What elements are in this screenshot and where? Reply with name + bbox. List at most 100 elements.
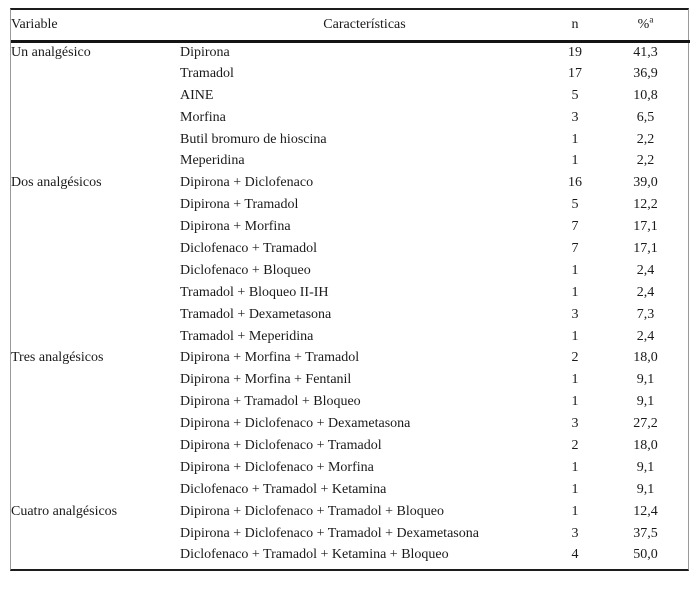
characteristic-cell: Dipirona + Tramadol + Bloqueo (180, 394, 361, 410)
table-row: Dipirona + Diclofenaco + Morfina 1 9,1 (11, 457, 690, 479)
header-pct-footnote-marker: a (649, 14, 654, 25)
table-row: Butil bromuro de hioscina 1 2,2 (11, 129, 690, 151)
variable-cell: Dos analgésicos (11, 175, 102, 191)
characteristic-cell: Dipirona + Morfina + Tramadol (180, 350, 360, 366)
characteristic-cell: Butil bromuro de hioscina (180, 131, 327, 147)
table-row: Dipirona + Morfina + Fentanil 1 9,1 (11, 369, 690, 391)
pct-cell: 2,4 (636, 262, 655, 278)
pct-cell: 18,0 (633, 437, 658, 453)
n-cell: 3 (571, 525, 579, 541)
pct-cell: 2,2 (636, 131, 655, 147)
table-row: Diclofenaco + Bloqueo 1 2,4 (11, 260, 690, 282)
table-row: Tramadol + Meperidina 1 2,4 (11, 326, 690, 348)
table-row: AINE 5 10,8 (11, 85, 690, 107)
analgesics-table: Variable Características n %a Un analgés… (11, 10, 690, 566)
pct-cell: 39,0 (633, 175, 658, 191)
pct-cell: 7,3 (636, 306, 655, 322)
variable-cell (11, 369, 180, 391)
pct-cell: 18,0 (633, 350, 658, 366)
table-row: Dipirona + Tramadol + Bloqueo 1 9,1 (11, 391, 690, 413)
n-cell: 4 (571, 547, 579, 563)
table-row: Tramadol + Dexametasona 3 7,3 (11, 304, 690, 326)
pct-cell: 9,1 (636, 481, 655, 497)
table-row: Dipirona + Diclofenaco + Tramadol + Dexa… (11, 523, 690, 545)
variable-cell (11, 544, 180, 566)
variable-cell (11, 129, 180, 151)
variable-cell (11, 457, 180, 479)
pct-cell: 2,4 (636, 328, 655, 344)
pct-cell: 12,4 (633, 503, 658, 519)
n-cell: 2 (571, 350, 579, 366)
header-n: n (549, 10, 601, 43)
n-cell: 1 (571, 284, 579, 300)
n-cell: 16 (568, 175, 582, 191)
n-cell: 7 (571, 219, 579, 235)
header-pct-symbol: % (637, 16, 650, 32)
characteristic-cell: Diclofenaco + Tramadol + Ketamina + Bloq… (180, 547, 449, 563)
n-cell: 3 (571, 416, 579, 432)
variable-cell (11, 391, 180, 413)
n-cell: 5 (571, 197, 579, 213)
characteristic-cell: Diclofenaco + Tramadol (180, 240, 317, 256)
pct-cell: 10,8 (633, 87, 658, 103)
characteristic-cell: Tramadol (180, 65, 234, 81)
pct-cell: 9,1 (636, 372, 655, 388)
n-cell: 3 (571, 109, 579, 125)
table-header: Variable Características n %a (11, 10, 690, 43)
table-row: Tramadol + Bloqueo II-IH 1 2,4 (11, 282, 690, 304)
variable-cell: Un analgésico (11, 44, 91, 60)
pct-cell: 2,4 (636, 284, 655, 300)
variable-cell (11, 304, 180, 326)
characteristic-cell: Tramadol + Dexametasona (180, 306, 332, 322)
variable-cell (11, 523, 180, 545)
characteristic-cell: Dipirona + Tramadol (180, 197, 299, 213)
table-row: Morfina 3 6,5 (11, 107, 690, 129)
variable-cell: Tres analgésicos (11, 350, 104, 366)
n-cell: 2 (571, 437, 579, 453)
header-caracteristicas: Características (180, 10, 549, 43)
variable-cell (11, 216, 180, 238)
variable-cell: Cuatro analgésicos (11, 503, 118, 519)
characteristic-cell: Diclofenaco + Bloqueo (180, 262, 311, 278)
characteristic-cell: Diclofenaco + Tramadol + Ketamina (180, 481, 387, 497)
n-cell: 17 (568, 65, 582, 81)
variable-cell (11, 63, 180, 85)
characteristic-cell: Dipirona + Diclofenaco + Tramadol + Dexa… (180, 525, 479, 541)
characteristic-cell: Dipirona + Morfina (180, 219, 291, 235)
header-row: Variable Características n %a (11, 10, 690, 43)
header-variable: Variable (11, 10, 180, 43)
characteristic-cell: Dipirona + Diclofenaco (180, 175, 314, 191)
n-cell: 1 (571, 503, 579, 519)
characteristic-cell: Dipirona + Diclofenaco + Tramadol + Bloq… (180, 503, 444, 519)
pct-cell: 50,0 (633, 547, 658, 563)
pct-cell: 17,1 (633, 240, 658, 256)
characteristic-cell: Dipirona + Morfina + Fentanil (180, 372, 352, 388)
characteristic-cell: Dipirona + Diclofenaco + Tramadol (180, 437, 382, 453)
table-row: Dipirona + Morfina 7 17,1 (11, 216, 690, 238)
n-cell: 7 (571, 240, 579, 256)
n-cell: 1 (571, 328, 579, 344)
variable-cell (11, 282, 180, 304)
variable-cell (11, 435, 180, 457)
pct-cell: 6,5 (636, 109, 655, 125)
table-row: Dos analgésicos Dipirona + Diclofenaco 16 3… (11, 172, 690, 194)
variable-cell (11, 85, 180, 107)
table-row: Diclofenaco + Tramadol + Ketamina + Bloq… (11, 544, 690, 566)
n-cell: 5 (571, 87, 579, 103)
n-cell: 1 (571, 262, 579, 278)
table-row: Tres analgésicos Dipirona + Morfina + Tra… (11, 347, 690, 369)
characteristic-cell: Dipirona (180, 44, 230, 60)
characteristic-cell: Morfina (180, 109, 226, 125)
variable-cell (11, 260, 180, 282)
pct-cell: 9,1 (636, 394, 655, 410)
n-cell: 1 (571, 372, 579, 388)
pct-cell: 9,1 (636, 459, 655, 475)
table-row: Un analgésico Dipirona 19 41,3 (11, 41, 690, 63)
n-cell: 1 (571, 153, 579, 169)
header-pct: %a (601, 10, 690, 43)
variable-cell (11, 238, 180, 260)
variable-cell (11, 194, 180, 216)
table-body: Un analgésico Dipirona 19 41,3 Tramadol 17 36,… (11, 41, 690, 566)
pct-cell: 37,5 (633, 525, 658, 541)
table-row: Diclofenaco + Tramadol 7 17,1 (11, 238, 690, 260)
